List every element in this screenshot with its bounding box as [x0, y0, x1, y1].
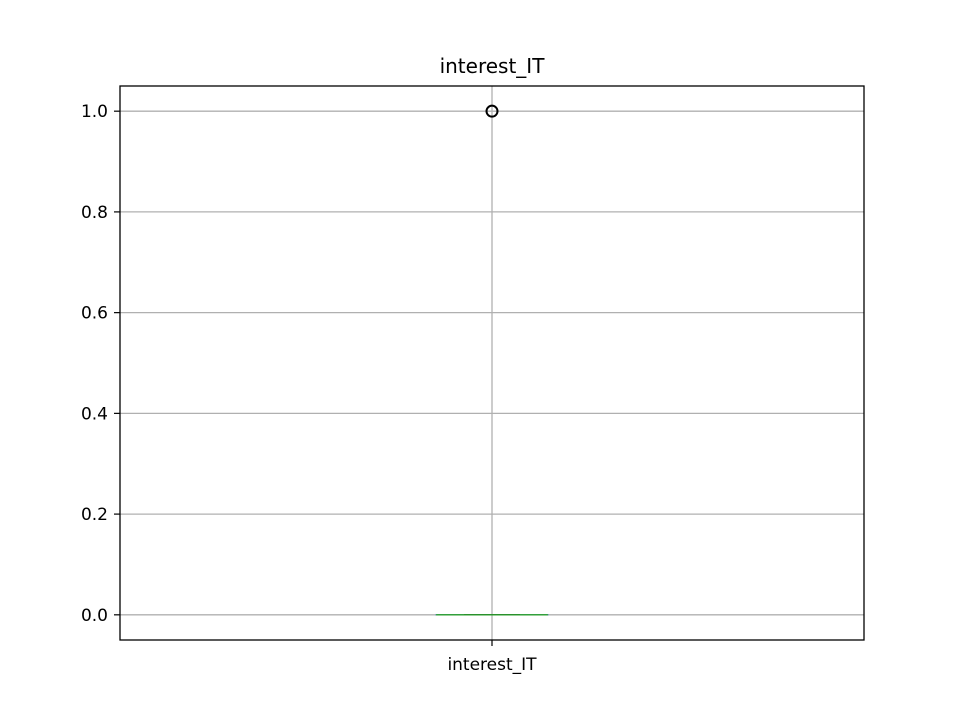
y-tick-label: 0.6	[81, 304, 108, 324]
axis-layer: 0.0 0.2 0.4 0.6 0.8 1.0 interest_IT	[81, 85, 865, 675]
plot-layer	[435, 104, 549, 616]
y-tick-label: 0.8	[81, 203, 108, 223]
y-tick-label: 0.2	[81, 505, 108, 525]
grid-layer	[120, 86, 864, 640]
chart-title: interest_IT	[440, 54, 546, 78]
y-tick-label: 0.4	[81, 404, 108, 424]
axes-frame	[119, 85, 865, 641]
y-tick-label: 0.0	[81, 606, 108, 626]
outlier-point	[485, 104, 499, 118]
x-tick-label: interest_IT	[447, 655, 537, 675]
y-tick-label: 1.0	[81, 102, 108, 122]
